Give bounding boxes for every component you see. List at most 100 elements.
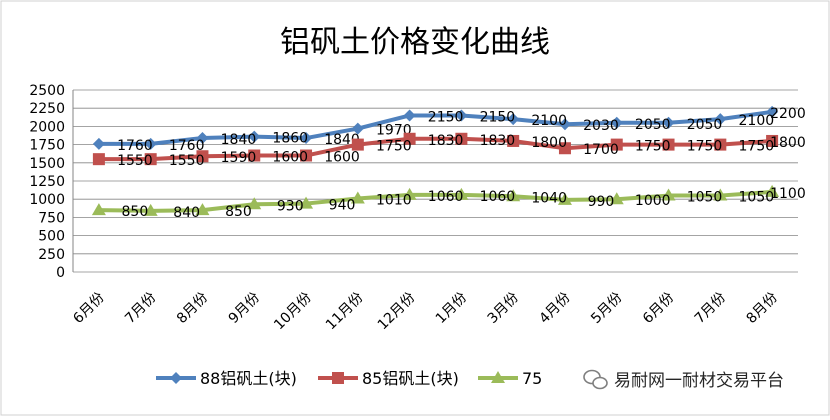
legend-item-3: 75 xyxy=(478,369,542,388)
data-point xyxy=(610,138,623,151)
data-label: 1550 xyxy=(117,153,153,169)
y-tick-label: 1250 xyxy=(29,174,65,190)
data-label: 1800 xyxy=(531,135,567,151)
data-label: 930 xyxy=(277,198,304,214)
series-line xyxy=(98,136,773,162)
data-point xyxy=(196,132,209,145)
data-point xyxy=(661,188,676,201)
data-point xyxy=(557,192,572,205)
data-label: 1840 xyxy=(221,132,257,148)
data-point xyxy=(713,188,728,201)
data-point xyxy=(455,109,468,122)
data-point xyxy=(454,187,469,200)
data-label: 1600 xyxy=(272,150,308,166)
data-label: 1830 xyxy=(480,133,516,149)
data-point xyxy=(351,122,364,135)
data-point xyxy=(247,197,262,210)
data-label: 2030 xyxy=(583,118,619,134)
data-point xyxy=(196,150,209,163)
data-point xyxy=(662,116,675,129)
data-point xyxy=(92,153,105,166)
data-point xyxy=(507,134,520,147)
data-label: 1760 xyxy=(169,138,205,154)
data-point xyxy=(350,191,365,204)
gridlines xyxy=(73,89,798,273)
data-point xyxy=(195,203,210,216)
data-point xyxy=(351,138,364,151)
y-tick-label: 250 xyxy=(38,247,65,263)
y-tick-label: 2500 xyxy=(29,83,65,99)
y-axis: 0 250 500 750 1000 1250 1500 1750 2000 2250 2500 xyxy=(29,83,74,281)
legend-marker xyxy=(332,372,344,384)
wechat-icon xyxy=(583,369,608,390)
data-label: 1050 xyxy=(739,190,775,206)
data-label: 2100 xyxy=(531,113,567,129)
data-label: 1760 xyxy=(117,138,153,154)
data-point xyxy=(92,137,105,150)
data-label: 2150 xyxy=(480,109,516,125)
data-label: 1060 xyxy=(428,189,464,205)
data-point xyxy=(507,113,520,126)
data-label: 1830 xyxy=(428,133,464,149)
series-2: 1550 1550 1590 1600 1600 1750 1830 1830 1800 1700… xyxy=(92,132,806,169)
data-point xyxy=(143,203,158,216)
data-label: 1750 xyxy=(739,139,775,155)
series-line xyxy=(98,109,773,146)
watermark-text: 易耐网一耐材交易平台 xyxy=(614,371,784,391)
data-point xyxy=(300,149,313,162)
data-point xyxy=(455,132,468,145)
data-point xyxy=(662,138,675,151)
data-point xyxy=(403,109,416,122)
data-point xyxy=(766,105,779,118)
data-label: 1800 xyxy=(770,135,806,151)
y-tick-label: 500 xyxy=(38,229,65,245)
data-label: 1000 xyxy=(635,193,671,209)
data-point xyxy=(610,116,623,129)
y-tick-label: 1750 xyxy=(29,138,65,154)
data-label: 2050 xyxy=(687,117,723,133)
data-label: 850 xyxy=(122,204,149,220)
data-label: 1750 xyxy=(687,139,723,155)
y-tick-label: 1000 xyxy=(29,192,65,208)
data-point xyxy=(714,113,727,126)
y-tick-label: 1500 xyxy=(29,156,65,172)
legend-label: 88铝矾土(块) xyxy=(200,369,297,388)
data-point xyxy=(248,149,261,162)
data-label: 1600 xyxy=(324,150,360,166)
data-label: 1750 xyxy=(635,139,671,155)
data-label: 850 xyxy=(225,204,252,220)
data-label: 1550 xyxy=(169,153,205,169)
data-label: 2100 xyxy=(739,113,775,129)
data-point xyxy=(299,196,314,209)
data-point xyxy=(766,134,779,147)
y-tick-label: 0 xyxy=(56,265,65,281)
data-label: 940 xyxy=(329,198,356,214)
legend-marker xyxy=(491,371,505,383)
y-tick-label: 2000 xyxy=(29,119,65,135)
data-label: 1060 xyxy=(480,189,516,205)
data-point xyxy=(714,138,727,151)
data-label: 1590 xyxy=(221,150,257,166)
data-point xyxy=(558,142,571,155)
data-label: 2200 xyxy=(770,106,806,122)
series-3: 850 840 850 930 940 1010 1060 1060 1040 990 1000 10… xyxy=(91,184,806,221)
data-label: 1040 xyxy=(531,190,567,206)
data-label: 2050 xyxy=(635,117,671,133)
watermark: 易耐网一耐材交易平台 xyxy=(583,369,784,391)
data-point xyxy=(558,118,571,131)
data-point xyxy=(402,187,417,200)
chart-title: 铝矾土价格变化曲线 xyxy=(280,25,550,60)
legend-item-1: 88铝矾土(块) xyxy=(156,369,297,388)
data-label: 1700 xyxy=(583,142,619,158)
data-point xyxy=(248,130,261,143)
data-point xyxy=(144,137,157,150)
y-tick-label: 2250 xyxy=(29,101,65,117)
data-label: 1100 xyxy=(770,186,806,202)
data-label: 1010 xyxy=(376,192,412,208)
data-label: 840 xyxy=(173,205,200,221)
data-point xyxy=(403,132,416,145)
